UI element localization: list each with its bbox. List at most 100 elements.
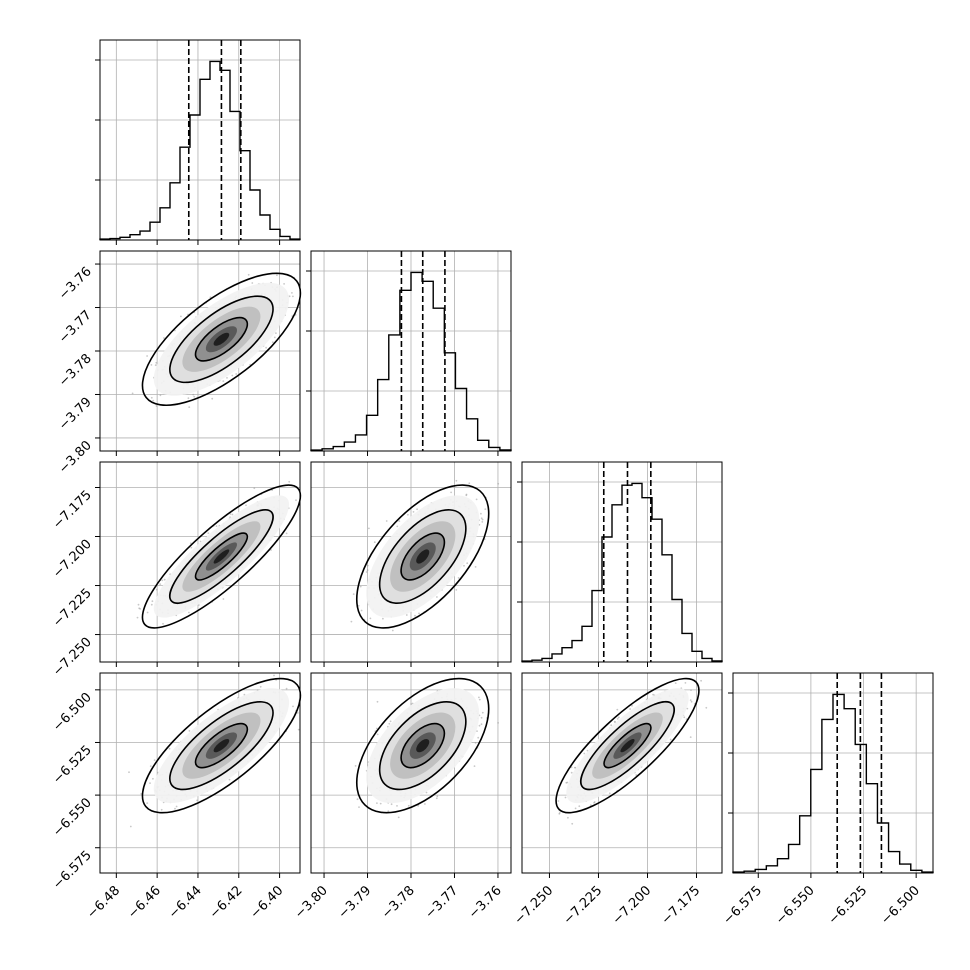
scatter-point — [608, 792, 611, 795]
scatter-point — [154, 364, 157, 367]
scatter-point — [477, 736, 480, 739]
scatter-point — [245, 504, 247, 507]
contour-1-0-2 — [141, 272, 302, 407]
histogram-2 — [521, 482, 723, 662]
scatter-point — [425, 791, 428, 794]
scatter-point — [474, 566, 477, 568]
scatter-point — [398, 520, 401, 522]
density-band-5 — [213, 549, 230, 564]
scatter-point — [356, 798, 359, 801]
panel-3-1 — [310, 672, 512, 878]
scatter-point — [146, 611, 149, 614]
scatter-point — [162, 622, 164, 625]
scatter-point — [480, 716, 483, 719]
scatter-point — [192, 393, 195, 396]
scatter-point — [478, 724, 481, 727]
scatter-point — [497, 722, 499, 724]
panel-3-2 — [521, 672, 723, 878]
scatter-point — [700, 679, 702, 682]
panel-2-2 — [517, 461, 723, 667]
y-tick-label-1-3: −3.79 — [56, 395, 95, 434]
scatter-point — [188, 611, 190, 614]
scatter-point — [159, 394, 162, 397]
panel-2-0 — [95, 461, 302, 667]
scatter-point — [457, 577, 460, 579]
x-tick-label-0-3: −6.42 — [207, 883, 246, 922]
scatter-point — [616, 708, 619, 711]
scatter-point — [151, 600, 154, 603]
scatter-point — [159, 583, 162, 585]
scatter-point — [190, 546, 193, 549]
scatter-point — [610, 724, 613, 727]
scatter-point — [174, 807, 176, 810]
scatter-point — [231, 513, 234, 516]
scatter-point — [137, 603, 140, 606]
scatter-point — [265, 346, 267, 349]
scatter-point — [382, 617, 384, 620]
scatter-point — [188, 730, 191, 732]
scatter-point — [455, 479, 458, 482]
scatter-point — [198, 604, 200, 606]
scatter-point — [450, 491, 452, 494]
scatter-point — [231, 374, 234, 377]
scatter-point — [235, 373, 238, 375]
scatter-point — [359, 585, 362, 588]
scatter-point — [405, 614, 408, 616]
scatter-point — [259, 685, 262, 688]
scatter-point — [481, 711, 484, 714]
scatter-point — [273, 674, 275, 677]
scatter-point — [163, 578, 166, 581]
contour-2-0-0 — [194, 532, 249, 581]
y-tick-label-3-0: −6.500 — [50, 690, 95, 735]
histogram-0 — [99, 60, 301, 240]
scatter-point — [376, 700, 379, 703]
scatter-point — [424, 803, 426, 805]
y-tick-label-1-0: −3.76 — [56, 264, 95, 303]
scatter-point — [288, 295, 291, 298]
y-tick-label-3-3: −6.575 — [50, 848, 95, 893]
scatter-point — [376, 802, 378, 804]
scatter-point — [481, 521, 484, 523]
scatter-point — [407, 513, 409, 516]
scatter-point — [435, 797, 438, 800]
scatter-point — [146, 355, 149, 357]
y-tick-label-1-1: −3.77 — [56, 308, 95, 347]
scatter-point — [373, 541, 376, 544]
panel-frame — [99, 39, 301, 241]
scatter-point — [465, 494, 468, 497]
scatter-point — [193, 395, 196, 398]
panel-1-1 — [306, 250, 512, 456]
y-tick-label-2-1: −7.200 — [50, 537, 95, 582]
scatter-point — [480, 517, 483, 520]
scatter-point — [389, 720, 392, 723]
scatter-point — [369, 617, 372, 620]
scatter-point — [455, 589, 458, 591]
x-tick-label-0-4: −6.40 — [248, 883, 287, 922]
scatter-point — [215, 525, 218, 527]
scatter-point — [155, 361, 158, 364]
panel-1-0 — [95, 250, 302, 456]
panel-3-0 — [95, 672, 302, 878]
scatter-point — [292, 705, 294, 708]
x-tick-label-1-2: −3.78 — [379, 883, 418, 922]
scatter-point — [412, 511, 415, 513]
scatter-point — [387, 810, 390, 813]
scatter-point — [188, 406, 191, 408]
scatter-point — [368, 527, 370, 530]
x-tick-label-1-0: −3.80 — [292, 883, 331, 922]
scatter-point — [155, 405, 158, 407]
scatter-point — [228, 778, 231, 781]
scatter-point — [285, 687, 288, 690]
scatter-point — [616, 718, 619, 720]
x-tick-label-0-0: −6.48 — [84, 883, 123, 922]
x-tick-label-1-3: −3.77 — [423, 883, 462, 922]
scatter-point — [160, 808, 163, 811]
scatter-point — [139, 608, 142, 610]
scatter-point — [390, 803, 393, 806]
scatter-point — [366, 564, 369, 567]
scatter-point — [358, 806, 360, 808]
scatter-point — [163, 337, 165, 339]
scatter-point — [273, 336, 276, 339]
scatter-point — [297, 728, 300, 731]
scatter-point — [396, 805, 398, 807]
